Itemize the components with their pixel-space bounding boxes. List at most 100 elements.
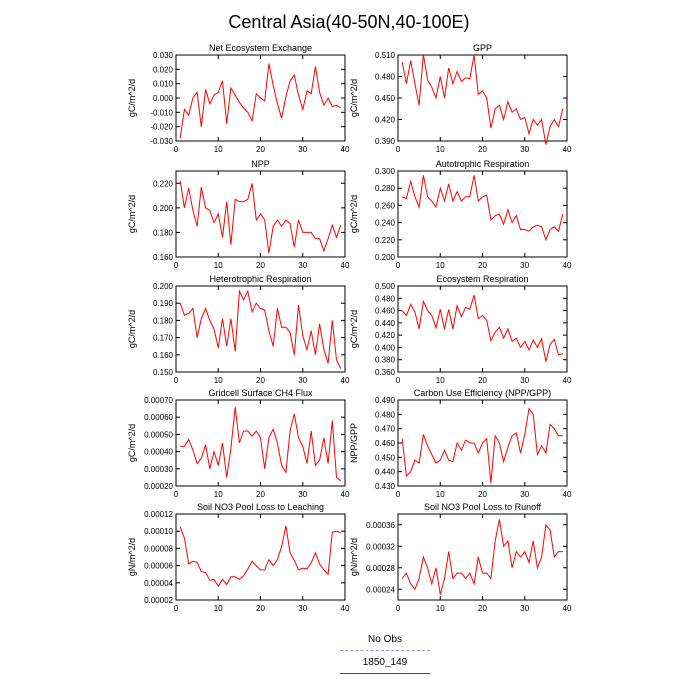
y-tick-label: 0.460 — [375, 439, 396, 448]
y-tick-label: 0.220 — [375, 236, 396, 245]
series-line — [401, 407, 563, 484]
y-axis-label: gC/m^2/d — [127, 195, 137, 233]
y-tick-label: 0.00010 — [144, 527, 173, 536]
y-tick-label: 0.160 — [153, 351, 174, 360]
series-line — [401, 54, 564, 145]
plot-frame — [397, 54, 568, 142]
legend-swatch-no-obs — [340, 650, 430, 651]
x-tick-label: 0 — [396, 261, 401, 270]
panel-heterotrophic-respiration: Heterotrophic Respiration gC/m^2/d 0.150 0.… — [127, 274, 350, 385]
x-tick-label: 40 — [341, 490, 350, 499]
series-line — [402, 175, 564, 242]
panel-title: Carbon Use Efficiency (NPP/GPP) — [414, 388, 551, 398]
y-tick-label: 0.490 — [375, 396, 396, 405]
y-tick-label: 0.190 — [153, 299, 174, 308]
y-tick-label: 0.510 — [375, 51, 396, 60]
y-axis-label: gC/m^2/d — [349, 310, 359, 348]
x-tick-label: 20 — [256, 376, 265, 385]
legend-label-no-obs: No Obs — [368, 634, 402, 645]
x-tick-label: 30 — [520, 490, 529, 499]
x-tick-label: 40 — [341, 145, 350, 154]
x-tick-label: 10 — [436, 376, 445, 385]
x-tick-label: 40 — [341, 604, 350, 613]
x-tick-label: 0 — [174, 261, 179, 270]
y-tick-label: 0.00036 — [366, 521, 395, 530]
y-tick-label: 0.200 — [153, 204, 174, 213]
x-tick-label: 10 — [214, 604, 223, 613]
y-axis-label: gN/m^2/d — [127, 538, 137, 576]
y-axis-label: gC/m^2/d — [349, 79, 359, 117]
y-tick-label: 0.360 — [375, 368, 396, 377]
y-tick-label: -0.010 — [150, 108, 173, 117]
y-tick-label: 0.00040 — [144, 448, 173, 457]
y-tick-label: 0.160 — [153, 253, 174, 262]
y-tick-label: 0.200 — [375, 253, 396, 262]
x-tick-label: 0 — [174, 145, 179, 154]
panels-group: Net Ecosystem Exchange gC/m^2/d -0.030 -0.0… — [127, 43, 572, 613]
series-line — [179, 63, 342, 139]
panel-soil-no3-pool-loss-to-runoff: Soil NO3 Pool Loss to Runoff gN/m^2/d 0.00… — [349, 502, 572, 613]
y-tick-label: 0.020 — [153, 65, 174, 74]
y-tick-label: 0.150 — [153, 368, 174, 377]
x-tick-label: 30 — [298, 604, 307, 613]
y-tick-label: 0.280 — [375, 184, 396, 193]
panel-net-ecosystem-exchange: Net Ecosystem Exchange gC/m^2/d -0.030 -0.0… — [127, 43, 350, 154]
y-tick-label: 0.00028 — [366, 564, 395, 573]
panel-title: Gridcell Surface CH4 Flux — [208, 388, 313, 398]
y-tick-label: 0.500 — [375, 282, 396, 291]
y-tick-label: 0.240 — [375, 219, 396, 228]
y-tick-label: 0.300 — [375, 167, 396, 176]
series-line — [180, 406, 342, 482]
y-tick-label: 0.010 — [153, 80, 174, 89]
y-tick-label: 0.430 — [375, 482, 396, 491]
x-tick-label: 20 — [478, 145, 487, 154]
series-line — [179, 289, 342, 369]
y-tick-label: 0.00004 — [144, 579, 173, 588]
series-line — [401, 295, 563, 362]
panel-title: Autotrophic Respiration — [436, 159, 530, 169]
panel-gridcell-surface-ch4-flux: Gridcell Surface CH4 Flux gC/m^2/d 0.00020… — [127, 388, 350, 499]
panel-npp: NPP gC/m^2/d 0.160 0.180 0.200 0.220 0 10 20 30 40 — [127, 159, 350, 270]
y-tick-label: 0.400 — [375, 343, 396, 352]
y-tick-label: 0.00024 — [366, 585, 395, 594]
x-tick-label: 40 — [341, 376, 350, 385]
x-tick-label: 10 — [436, 604, 445, 613]
y-tick-label: 0.380 — [375, 356, 396, 365]
x-tick-label: 10 — [214, 261, 223, 270]
y-axis-label: gC/m^2/d — [127, 424, 137, 462]
x-tick-label: 30 — [520, 376, 529, 385]
x-tick-label: 30 — [298, 490, 307, 499]
y-tick-label: 0.390 — [375, 137, 396, 146]
x-tick-label: 20 — [256, 261, 265, 270]
x-tick-label: 20 — [478, 261, 487, 270]
x-tick-label: 30 — [298, 145, 307, 154]
x-tick-label: 20 — [256, 490, 265, 499]
x-tick-label: 10 — [214, 490, 223, 499]
y-tick-label: 0.00006 — [144, 562, 173, 571]
x-tick-label: 20 — [478, 490, 487, 499]
y-tick-label: 0.180 — [153, 316, 174, 325]
x-tick-label: 10 — [436, 490, 445, 499]
y-tick-label: 0.480 — [375, 73, 396, 82]
y-tick-label: 0.030 — [153, 51, 174, 60]
y-tick-label: 0.260 — [375, 201, 396, 210]
y-tick-label: 0.470 — [375, 425, 396, 434]
y-axis-label: gC/m^2/d — [127, 310, 137, 348]
plot-frame — [397, 285, 568, 373]
panel-title: Soil NO3 Pool Loss to Leaching — [197, 502, 324, 512]
x-tick-label: 20 — [478, 604, 487, 613]
x-tick-label: 0 — [174, 490, 179, 499]
y-tick-label: 0.170 — [153, 334, 174, 343]
x-tick-label: 30 — [298, 261, 307, 270]
x-tick-label: 20 — [478, 376, 487, 385]
x-tick-label: 40 — [563, 490, 572, 499]
plot-frame — [397, 170, 568, 258]
x-tick-label: 40 — [563, 376, 572, 385]
panel-title: GPP — [473, 43, 492, 53]
figure-title: Central Asia(40-50N,40-100E) — [228, 12, 469, 32]
y-tick-label: 0.00060 — [144, 413, 173, 422]
y-tick-label: 0.480 — [375, 294, 396, 303]
x-tick-label: 10 — [214, 376, 223, 385]
y-tick-label: 0.00008 — [144, 544, 173, 553]
